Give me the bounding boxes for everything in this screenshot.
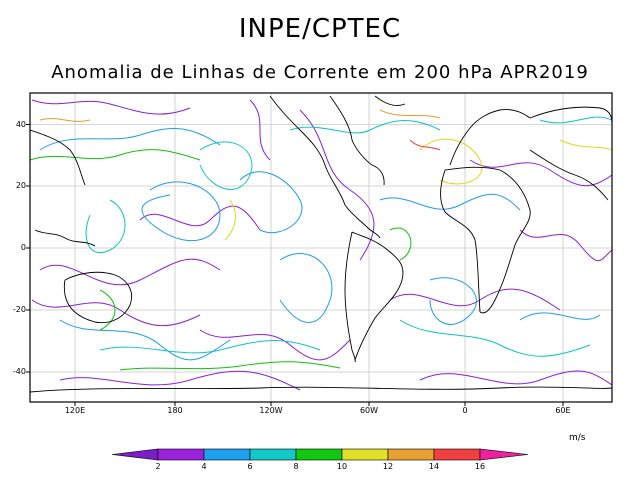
streamline xyxy=(30,149,201,161)
streamline xyxy=(539,116,612,124)
streamline xyxy=(399,319,591,357)
streamline xyxy=(85,199,126,253)
colorbar-swatch xyxy=(387,448,435,461)
colorbar-swatch xyxy=(203,448,251,461)
streamline xyxy=(419,370,612,386)
streamline xyxy=(289,120,441,134)
streamline xyxy=(39,118,91,122)
lat-tick-label: 20 xyxy=(15,181,26,190)
map-subtitle: Anomalia de Linhas de Corrente em 200 hP… xyxy=(51,62,589,83)
colorbar xyxy=(111,448,529,461)
colorbar-label: 16 xyxy=(474,462,486,471)
streamline xyxy=(199,141,253,190)
colorbar-start-triangle xyxy=(111,448,159,461)
colorbar-label: 12 xyxy=(382,462,394,471)
colorbar-swatch xyxy=(341,448,389,461)
streamline xyxy=(419,138,483,185)
lat-tick-label: 40 xyxy=(15,120,26,129)
lat-tick-label: -40 xyxy=(12,367,26,376)
lon-tick-label: 60W xyxy=(359,406,379,415)
colorbar-label: 10 xyxy=(336,462,348,471)
streamline xyxy=(379,193,521,211)
colorbar-swatch xyxy=(157,448,205,461)
streamline xyxy=(224,199,236,241)
lat-tick-label: 0 xyxy=(20,243,26,252)
page-title: INPE/CPTEC xyxy=(238,14,402,44)
streamline xyxy=(39,127,221,151)
streamline xyxy=(519,229,612,262)
streamline xyxy=(299,109,375,261)
colorbar-unit: m/s xyxy=(569,433,586,443)
colorbar-swatch xyxy=(433,448,481,461)
lon-tick-label: 0 xyxy=(462,406,468,415)
colorbar-label: 14 xyxy=(428,462,440,471)
streamline xyxy=(59,319,231,361)
colorbar-end-triangle xyxy=(479,448,529,461)
colorbar-label: 6 xyxy=(247,462,253,471)
colorbar-swatch xyxy=(249,448,297,461)
streamline xyxy=(379,109,441,119)
streamline xyxy=(429,277,477,325)
streamline xyxy=(409,139,441,151)
colorbar-label: 2 xyxy=(155,462,161,471)
coastlines xyxy=(30,95,612,393)
streamline xyxy=(119,361,341,371)
streamline xyxy=(389,288,561,311)
streamline xyxy=(279,253,333,323)
streamline xyxy=(141,181,221,242)
lon-tick-label: 180 xyxy=(167,406,183,415)
colorbar-label: 8 xyxy=(293,462,299,471)
streamline xyxy=(39,258,221,286)
streamline xyxy=(249,99,271,161)
streamline xyxy=(239,171,303,234)
lon-tick-label: 60E xyxy=(555,406,571,415)
streamline xyxy=(519,312,601,321)
streamline xyxy=(31,299,201,327)
colorbar-swatch xyxy=(295,448,343,461)
lat-tick-label: -20 xyxy=(12,305,26,314)
lon-tick-label: 120W xyxy=(259,406,283,415)
streamline xyxy=(31,99,191,115)
streamline xyxy=(559,139,612,151)
streamline xyxy=(99,289,116,331)
streamline xyxy=(139,205,261,231)
streamline xyxy=(59,370,301,391)
streamline xyxy=(199,329,351,361)
colorbar-label: 4 xyxy=(201,462,207,471)
lon-tick-label: 120E xyxy=(64,406,86,415)
streamline xyxy=(389,227,412,261)
streamline xyxy=(99,340,321,354)
